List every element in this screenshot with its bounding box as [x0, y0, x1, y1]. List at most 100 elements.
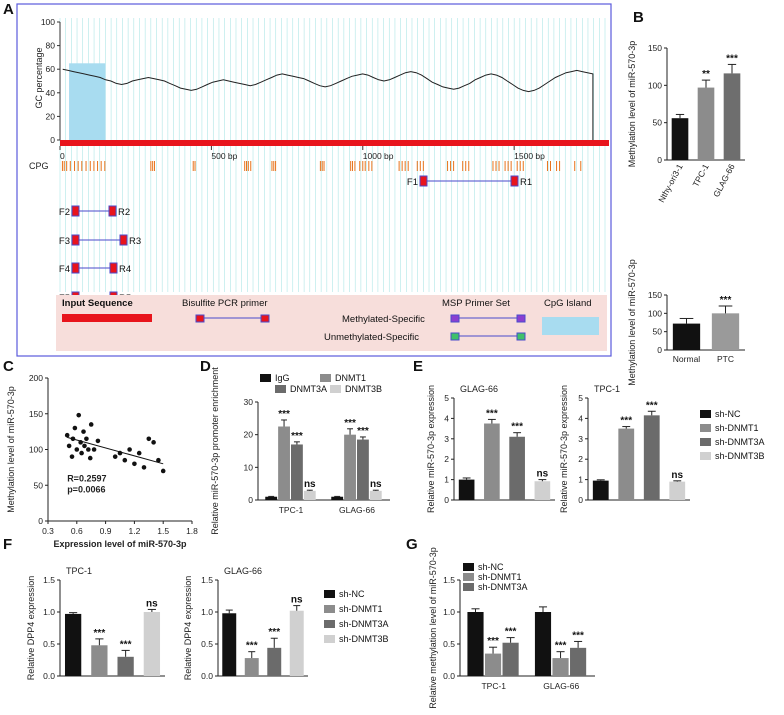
- panel-c-ytick-label: 150: [29, 409, 43, 419]
- panel-g-g2-s2-significance: ***: [555, 641, 567, 652]
- cpg-track-label: CPG: [29, 161, 49, 171]
- panel-e-right-4-significance: ns: [671, 470, 683, 481]
- panel-b-bottom-2-bar: [711, 313, 740, 350]
- panel-f-left-4-significance: ns: [146, 598, 158, 609]
- panel-f-left-ytick-label: 0.0: [43, 671, 55, 681]
- panel-c-xtick-label: 1.2: [128, 526, 140, 536]
- panel-f-right-3-significance: ***: [268, 627, 280, 638]
- primer-forward-label: F2: [59, 207, 70, 218]
- panel-f-right-4-significance: ns: [291, 595, 303, 606]
- scatter-point: [156, 457, 161, 463]
- scatter-point: [112, 454, 118, 459]
- panel-f-right-4-bar: [289, 610, 304, 676]
- legend-unmethylated-reverse: [516, 332, 526, 341]
- panel-e-left-ytick-label: 3: [444, 434, 449, 444]
- panel-e-left-1-bar: [458, 479, 475, 500]
- panel-e-left-ytick-label: 2: [444, 454, 449, 464]
- scatter-point: [79, 450, 84, 456]
- panel-f-legend-label: sh-DNMT3A: [339, 619, 389, 629]
- panel-e-left-ytick-label: 0: [444, 495, 449, 505]
- panel-c-ylabel: Methylation level of miR-570-3p: [6, 386, 16, 513]
- panel-e-right-ytick-label: 5: [578, 393, 583, 403]
- primer-reverse-1: [510, 175, 519, 187]
- panel-e-right-title: TPC-1: [594, 384, 620, 394]
- panel-b-bottom-category-label: PTC: [717, 354, 734, 364]
- panel-e-left-2-bar: [484, 423, 500, 500]
- panel-e-left-3-bar: [509, 436, 525, 500]
- panel-g-legend-label: sh-NC: [478, 562, 504, 572]
- scatter-point: [64, 432, 70, 438]
- panel-g-category-label: GLAG-66: [543, 681, 579, 691]
- panel-f-right-ytick-label: 0.5: [201, 639, 213, 649]
- panel-b-top-ytick-label: 150: [648, 43, 662, 53]
- legend-input-sequence-swatch: [62, 314, 152, 322]
- panel-c-ytick-label: 200: [29, 373, 43, 383]
- panel-e-right-ytick-label: 1: [578, 475, 583, 485]
- panel-f-legend-swatch: [324, 635, 335, 643]
- primer-forward-1: [419, 175, 428, 187]
- panel-d-legend-d-label: DNMT3B: [345, 384, 382, 394]
- panel-e-left-ylabel: Relative miR-570-3p expression: [426, 385, 436, 513]
- panel-f-legend-swatch: [324, 605, 335, 613]
- panel-f-left-3-bar: [117, 656, 134, 676]
- panel-e-left-ytick-label: 5: [444, 393, 449, 403]
- panel-b-top-1-bar: [671, 118, 689, 160]
- panel-e-right-ytick-label: 2: [578, 454, 583, 464]
- panel-a-xtick-label: 1000 bp: [363, 151, 394, 161]
- panel-g-legend-swatch: [463, 563, 474, 571]
- panel-f-left-ytick-label: 0.5: [43, 639, 55, 649]
- legend-bisulfite-forward: [195, 314, 205, 323]
- panel-d-g2-s2-bar: [344, 434, 356, 500]
- panel-d-ytick-label: 0: [248, 495, 253, 505]
- panel-f-legend: sh-NC sh-DNMT1 sh-DNMT3A sh-DNMT3B: [324, 589, 389, 644]
- primer-reverse-3: [119, 234, 128, 246]
- panel-e-left-3-significance: ***: [511, 422, 523, 433]
- panel-g-g1-s3-bar: [502, 642, 519, 676]
- panel-b-bottom-1-bar: [672, 323, 701, 350]
- panel-c-xtick-label: 1.5: [157, 526, 169, 536]
- panel-a-xtick-label: 0: [60, 151, 65, 161]
- panel-d-g1-s4-bar: [303, 490, 316, 500]
- panel-f-left-3-significance: ***: [120, 639, 132, 650]
- panel-e-right-ytick-label: 4: [578, 413, 583, 423]
- panel-f-right-3-bar: [267, 647, 282, 676]
- panel-e-right-2-bar: [618, 428, 635, 500]
- panel-f-right-ylabel: Relative DPP4 expression: [183, 576, 193, 681]
- panel-c-ytick-label: 50: [34, 480, 44, 490]
- panel-c-xlabel: Expression level of miR-570-3p: [53, 539, 187, 549]
- panel-f-right-2-bar: [244, 658, 259, 676]
- panel-d-legend-b: DNMT1: [320, 373, 366, 383]
- panel-g-g1-s3-significance: ***: [505, 627, 517, 638]
- panel-e-right-4-bar: [669, 481, 686, 500]
- panel-letter-d: D: [200, 358, 211, 375]
- panel-g-ytick-label: 0.5: [443, 639, 455, 649]
- panel-letter-e: E: [413, 358, 423, 375]
- legend-unmethylated-forward: [450, 332, 460, 341]
- scatter-point: [95, 438, 101, 444]
- panel-a-xtick-label: 1500 bp: [514, 151, 545, 161]
- scatter-point: [66, 443, 72, 449]
- panel-d-g1-s2-bar: [278, 426, 290, 500]
- panel-d-g2-s4-significance: ns: [370, 479, 382, 490]
- panel-g-legend-label: sh-DNMT1: [478, 572, 522, 582]
- panel-e-legend-swatch: [700, 452, 711, 460]
- primer-forward-label: F4: [59, 264, 70, 275]
- primer-reverse-label: R3: [129, 236, 141, 247]
- panel-b-top-3-significance: ***: [726, 53, 738, 64]
- panel-e-right-2-significance: ***: [620, 416, 632, 427]
- panel-e-right-ylabel: Relative miR-570-3p expression: [559, 385, 569, 513]
- scatter-point: [72, 425, 78, 431]
- panel-b-bottom-ytick-label: 50: [653, 327, 663, 337]
- panel-f-left-1-bar: [64, 613, 82, 676]
- panel-e-left-4-significance: ns: [537, 469, 549, 480]
- gc-percentage-line: [62, 68, 594, 140]
- panel-b-top-2-significance: **: [702, 69, 710, 80]
- legend-methylated-reverse: [516, 314, 526, 323]
- panel-c-p-value: p=0.0066: [67, 484, 105, 494]
- panel-c: 0 50 100 150 200 Methylation level of miR-570…: [6, 373, 198, 549]
- panel-g-g2-s1-bar: [534, 612, 552, 676]
- scatter-point: [69, 454, 75, 459]
- panel-d-legend-b-swatch: [320, 374, 331, 382]
- panel-b-top-ytick-label: 0: [657, 155, 662, 165]
- panel-f-legend-swatch: [324, 590, 335, 598]
